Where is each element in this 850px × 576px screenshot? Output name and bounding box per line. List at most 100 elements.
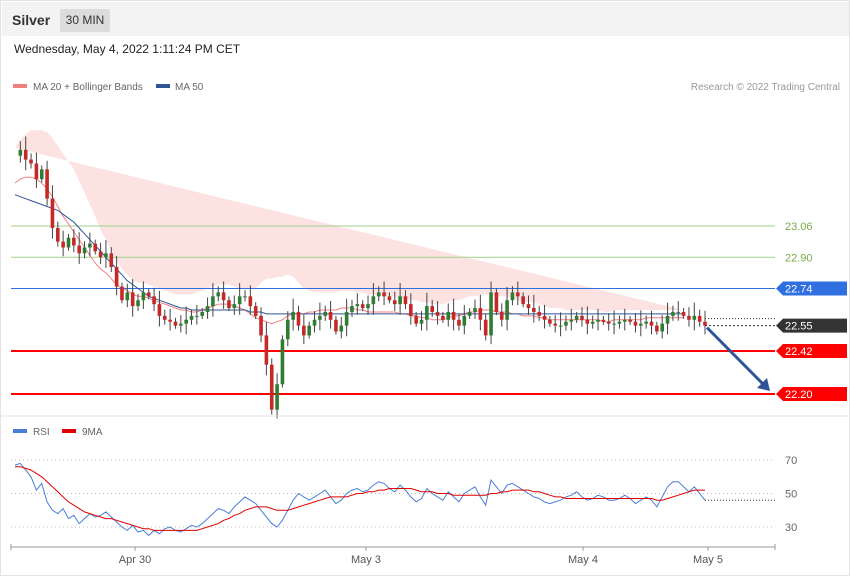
bear-candle <box>77 245 81 254</box>
bull-candle <box>564 321 568 326</box>
bear-candle <box>55 227 60 242</box>
bear-candle <box>537 311 541 316</box>
bear-candle <box>585 319 590 324</box>
bear-candle <box>515 292 520 297</box>
price-tags-layer: 23.06 22.90 22.74 22.55 22.42 22.20 <box>776 221 847 401</box>
bull-candle <box>280 339 285 385</box>
bull-candle <box>596 319 600 322</box>
bull-candle <box>644 321 648 324</box>
bull-candle <box>355 304 360 307</box>
timeframe-badge[interactable]: 30 MIN <box>60 9 110 32</box>
bear-candle <box>45 169 49 199</box>
bear-candle <box>681 311 686 316</box>
bear-candle <box>259 315 263 336</box>
main-legend: MA 20 + Bollinger Bands MA 50 Research ©… <box>13 82 840 93</box>
bull-candle <box>141 292 146 301</box>
bull-candle <box>291 311 295 320</box>
x-axis: Apr 30 May 3 May 4 May 5 <box>10 544 776 566</box>
bull-candle <box>462 315 467 326</box>
rsi-tick-70: 70 <box>785 455 797 467</box>
bull-candle <box>617 321 622 324</box>
bull-candle <box>307 325 311 336</box>
bear-candle <box>98 251 103 258</box>
bull-candle <box>446 311 451 320</box>
bull-candle <box>639 323 643 326</box>
support-price-tag-22.20 <box>776 387 847 401</box>
rsi-legend: RSI 9MA <box>13 427 103 438</box>
last-price-tag <box>776 318 847 333</box>
bear-candle <box>409 304 413 316</box>
bear-candle <box>360 304 365 309</box>
rsi-tick-50: 50 <box>785 489 797 501</box>
bear-candle <box>457 319 461 326</box>
bear-candle <box>628 319 632 322</box>
bull-candle <box>612 323 616 325</box>
bull-candle <box>574 315 579 320</box>
bear-candle <box>146 292 151 297</box>
bear-candle <box>697 315 702 322</box>
bull-candle <box>18 149 23 156</box>
bull-candle <box>569 319 574 322</box>
x-tick-label: May 4 <box>568 554 598 566</box>
rsi-line <box>14 462 706 537</box>
bear-candle <box>221 292 226 301</box>
bull-candle <box>425 306 429 320</box>
bear-candle <box>269 364 274 410</box>
x-tick-label: Apr 30 <box>119 554 151 566</box>
x-tick-label: May 3 <box>351 554 381 566</box>
bear-candle <box>296 311 301 326</box>
bear-candle <box>173 321 178 326</box>
bear-candle <box>253 306 258 316</box>
bear-candle <box>392 300 397 305</box>
last-price-label: 22.55 <box>785 321 813 333</box>
ma20-legend-label: MA 20 + Bollinger Bands <box>33 82 143 93</box>
bull-candle <box>467 311 472 316</box>
bull-candle <box>39 169 44 180</box>
bear-candle <box>430 306 435 312</box>
bull-candle <box>350 306 354 312</box>
bear-candle <box>649 321 654 326</box>
bull-candle <box>622 319 627 322</box>
timestamp: Wednesday, May 4, 2022 1:11:24 PM CET <box>14 42 241 56</box>
bear-candle <box>248 296 253 307</box>
bull-candle <box>676 311 681 313</box>
bull-candle <box>82 247 87 254</box>
bear-candle <box>29 159 33 164</box>
rsi-tick-30: 30 <box>785 522 797 534</box>
bull-candle <box>660 323 665 332</box>
bollinger-band <box>15 130 684 312</box>
bear-candle <box>542 315 547 320</box>
bear-candle <box>264 335 269 365</box>
bear-candle <box>382 292 386 297</box>
bear-candle <box>532 308 536 312</box>
projection-arrow-head <box>757 378 770 391</box>
bear-candle <box>478 308 483 320</box>
bear-candle <box>703 321 707 326</box>
resistance-label-22.90: 22.90 <box>785 252 813 264</box>
rsi-grid-layer: 70 50 30 <box>11 455 797 534</box>
bull-candle <box>195 315 199 317</box>
bear-candle <box>162 315 167 320</box>
bull-candle <box>104 253 108 258</box>
bull-candle <box>211 296 215 307</box>
pivot-label: 22.74 <box>785 284 813 296</box>
bear-candle <box>548 319 552 324</box>
bear-candle <box>403 296 408 305</box>
bear-candle <box>435 311 440 316</box>
bear-candle <box>227 300 231 309</box>
bear-candle <box>687 315 691 320</box>
bear-candle <box>633 321 638 326</box>
bear-candle <box>34 163 39 180</box>
bear-candle <box>302 325 306 336</box>
bear-candle <box>387 296 392 301</box>
bull-candle <box>344 311 349 326</box>
rsi-ma-legend-swatch <box>62 429 76 433</box>
support-label-22.42: 22.42 <box>785 346 813 358</box>
title-bar: Silver 30 MIN <box>2 2 849 36</box>
bear-candle <box>655 325 659 332</box>
ma50-legend-label: MA 50 <box>175 82 204 93</box>
bull-candle <box>216 292 221 297</box>
pivot-price-tag <box>776 281 847 296</box>
resistance-label-23.06: 23.06 <box>785 221 813 233</box>
